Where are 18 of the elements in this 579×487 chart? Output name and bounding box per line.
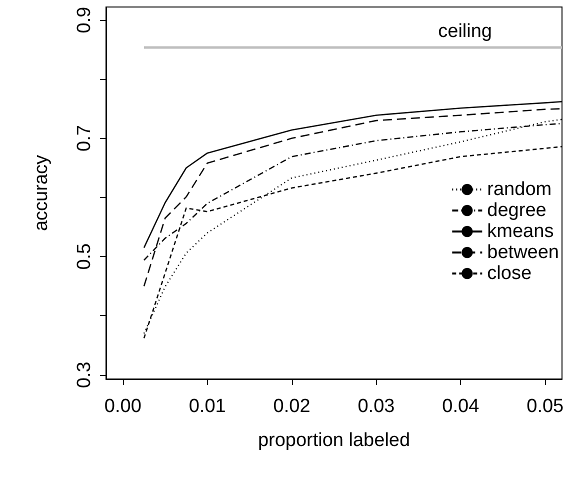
y-tick-label: 0.7	[74, 125, 95, 152]
x-axis-title: proportion labeled	[258, 430, 410, 451]
x-tick-label: 0.05	[526, 396, 564, 417]
legend-label: degree	[487, 200, 546, 221]
legend-label: close	[487, 263, 532, 284]
y-axis-title: accuracy	[31, 154, 52, 232]
legend-label: between	[487, 242, 560, 263]
x-tick-label: 0.03	[358, 396, 395, 417]
x-tick-label: 0.00	[104, 396, 142, 417]
y-tick-label: 0.9	[74, 6, 95, 34]
y-tick-label: 0.3	[74, 362, 95, 388]
x-tick-label: 0.02	[273, 396, 310, 417]
legend-label: random	[487, 179, 552, 200]
legend-label: kmeans	[487, 221, 554, 242]
x-tick-label: 0.01	[188, 396, 226, 417]
y-tick-label: 0.5	[74, 243, 95, 270]
x-tick-label: 0.04	[442, 396, 480, 417]
ref-line-label: ceiling	[438, 21, 492, 42]
